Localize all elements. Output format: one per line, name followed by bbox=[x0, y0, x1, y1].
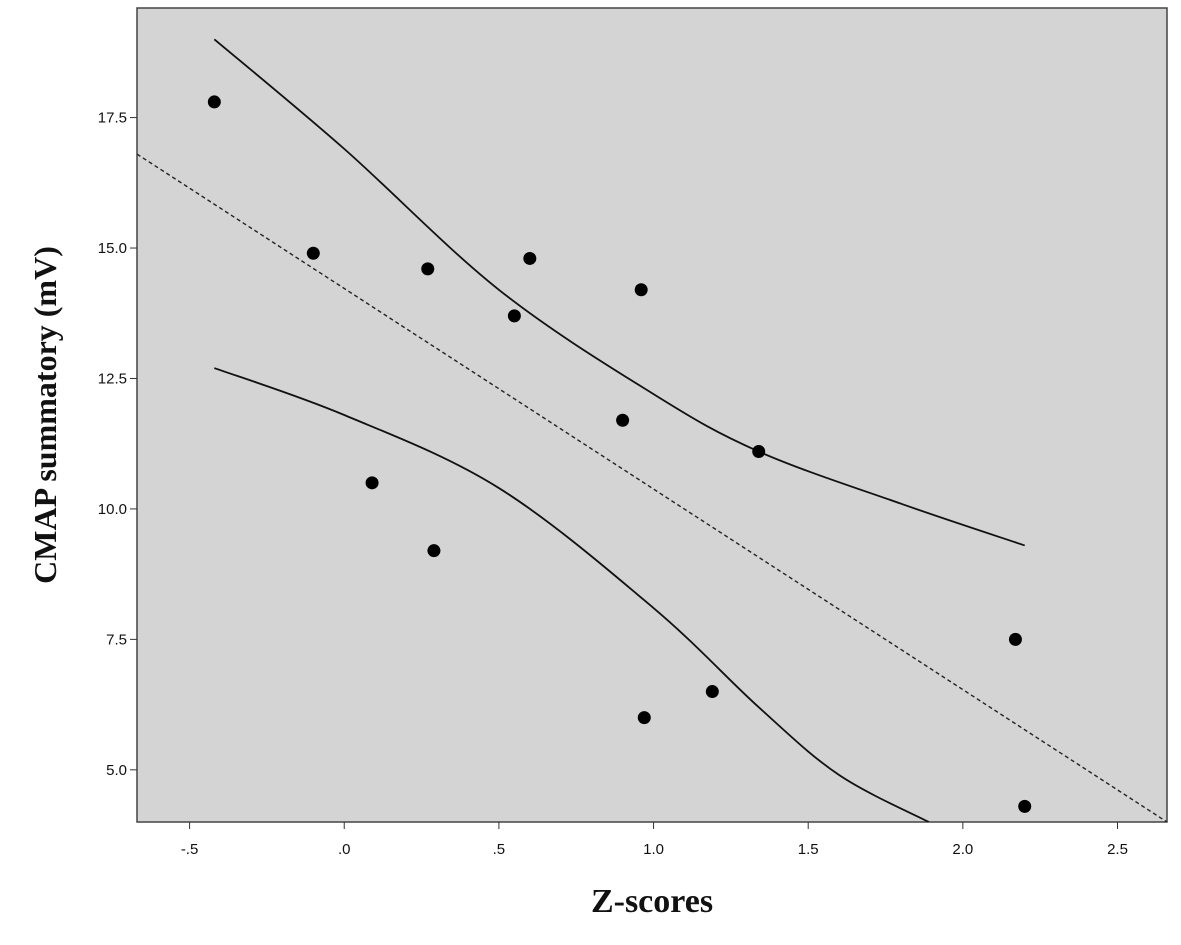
x-axis-title: Z-scores bbox=[591, 883, 713, 920]
x-tick-label: 1.5 bbox=[798, 841, 819, 858]
data-point bbox=[1018, 799, 1032, 813]
data-point bbox=[421, 262, 435, 276]
y-axis-title: CMAP summatory (mV) bbox=[27, 246, 63, 584]
data-point bbox=[705, 685, 719, 699]
x-tick-label: 2.5 bbox=[1107, 841, 1128, 858]
data-point bbox=[1008, 632, 1022, 646]
confidence-lower-curve bbox=[214, 367, 930, 822]
regression-lines bbox=[137, 38, 1167, 822]
x-tick-label: -.5 bbox=[181, 841, 199, 858]
data-point bbox=[306, 246, 320, 260]
y-tick-label: 17.5 bbox=[98, 110, 127, 127]
y-tick-label: 15.0 bbox=[98, 240, 127, 257]
data-point bbox=[207, 95, 221, 109]
data-point bbox=[507, 309, 521, 323]
y-tick-label: 7.5 bbox=[106, 631, 127, 648]
x-axis: -.5 .0 .5 1.0 1.5 2.0 2.5 bbox=[181, 822, 1128, 858]
x-tick-label: 1.0 bbox=[643, 841, 664, 858]
data-points bbox=[207, 95, 1032, 813]
x-tick-label: 2.0 bbox=[952, 841, 973, 858]
y-axis: 5.0 7.5 10.0 12.5 15.0 17.5 bbox=[98, 110, 137, 779]
data-point bbox=[616, 413, 630, 427]
y-tick-label: 12.5 bbox=[98, 370, 127, 387]
confidence-upper-curve bbox=[213, 38, 1026, 547]
x-tick-label: .5 bbox=[493, 841, 506, 858]
data-point bbox=[637, 711, 651, 725]
regression-fit-line bbox=[137, 153, 1167, 822]
plot-area bbox=[136, 7, 1168, 823]
data-point bbox=[365, 476, 379, 490]
data-point bbox=[427, 544, 441, 558]
data-point bbox=[634, 283, 648, 297]
y-tick-label: 10.0 bbox=[98, 501, 127, 518]
data-point bbox=[752, 445, 766, 459]
data-point bbox=[523, 251, 537, 265]
x-tick-label: .0 bbox=[338, 841, 351, 858]
y-tick-label: 5.0 bbox=[106, 762, 127, 779]
